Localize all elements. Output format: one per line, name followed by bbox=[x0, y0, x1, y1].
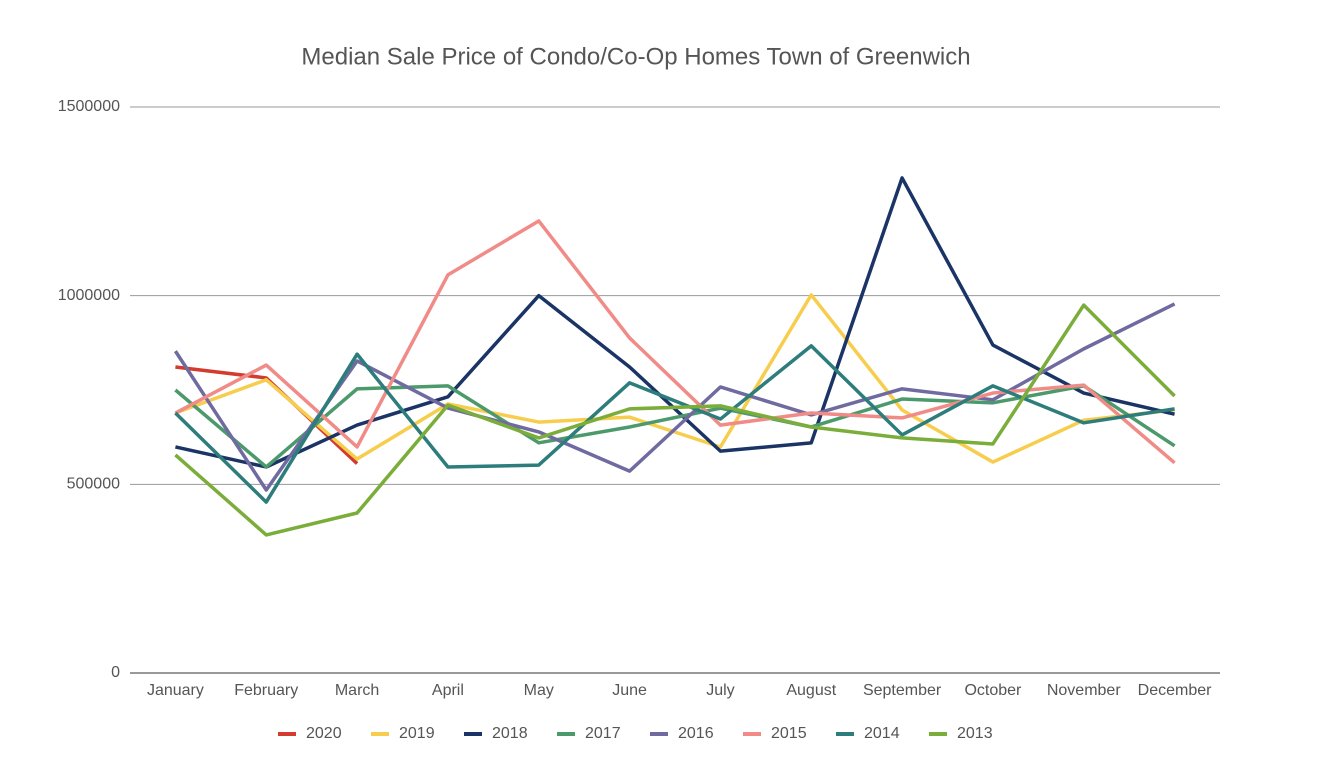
x-tick-label: April bbox=[432, 682, 464, 699]
x-tick-label: October bbox=[964, 682, 1022, 699]
legend-label: 2015 bbox=[771, 725, 807, 742]
x-tick-label: December bbox=[1138, 682, 1212, 699]
series-line bbox=[174, 303, 1176, 537]
legend-label: 2013 bbox=[957, 725, 993, 742]
x-tick-label: May bbox=[524, 682, 554, 699]
x-tick-label: February bbox=[234, 682, 298, 699]
x-tick-label: July bbox=[706, 682, 734, 699]
y-tick-label: 500000 bbox=[67, 476, 120, 493]
legend-label: 2020 bbox=[306, 725, 342, 742]
legend-label: 2019 bbox=[399, 725, 435, 742]
x-tick-label: September bbox=[863, 682, 942, 699]
legend-label: 2018 bbox=[492, 725, 528, 742]
x-tick-label: March bbox=[335, 682, 379, 699]
y-tick-label: 1500000 bbox=[58, 98, 120, 115]
legend-label: 2014 bbox=[864, 725, 900, 742]
series-line bbox=[174, 293, 1175, 464]
x-tick-label: November bbox=[1047, 682, 1121, 699]
y-tick-label: 1000000 bbox=[58, 287, 120, 304]
series-line bbox=[174, 219, 1176, 465]
series-line bbox=[174, 344, 1175, 504]
x-tick-label: January bbox=[147, 682, 204, 699]
legend-label: 2016 bbox=[678, 725, 714, 742]
legend-label: 2017 bbox=[585, 725, 621, 742]
series-line bbox=[174, 384, 1176, 469]
x-tick-label: June bbox=[612, 682, 647, 699]
x-tick-label: August bbox=[786, 682, 836, 699]
chart-title: Median Sale Price of Condo/Co-Op Homes T… bbox=[301, 43, 970, 70]
series-line bbox=[175, 176, 1175, 469]
y-tick-label: 0 bbox=[111, 664, 120, 681]
series-line bbox=[175, 365, 359, 465]
